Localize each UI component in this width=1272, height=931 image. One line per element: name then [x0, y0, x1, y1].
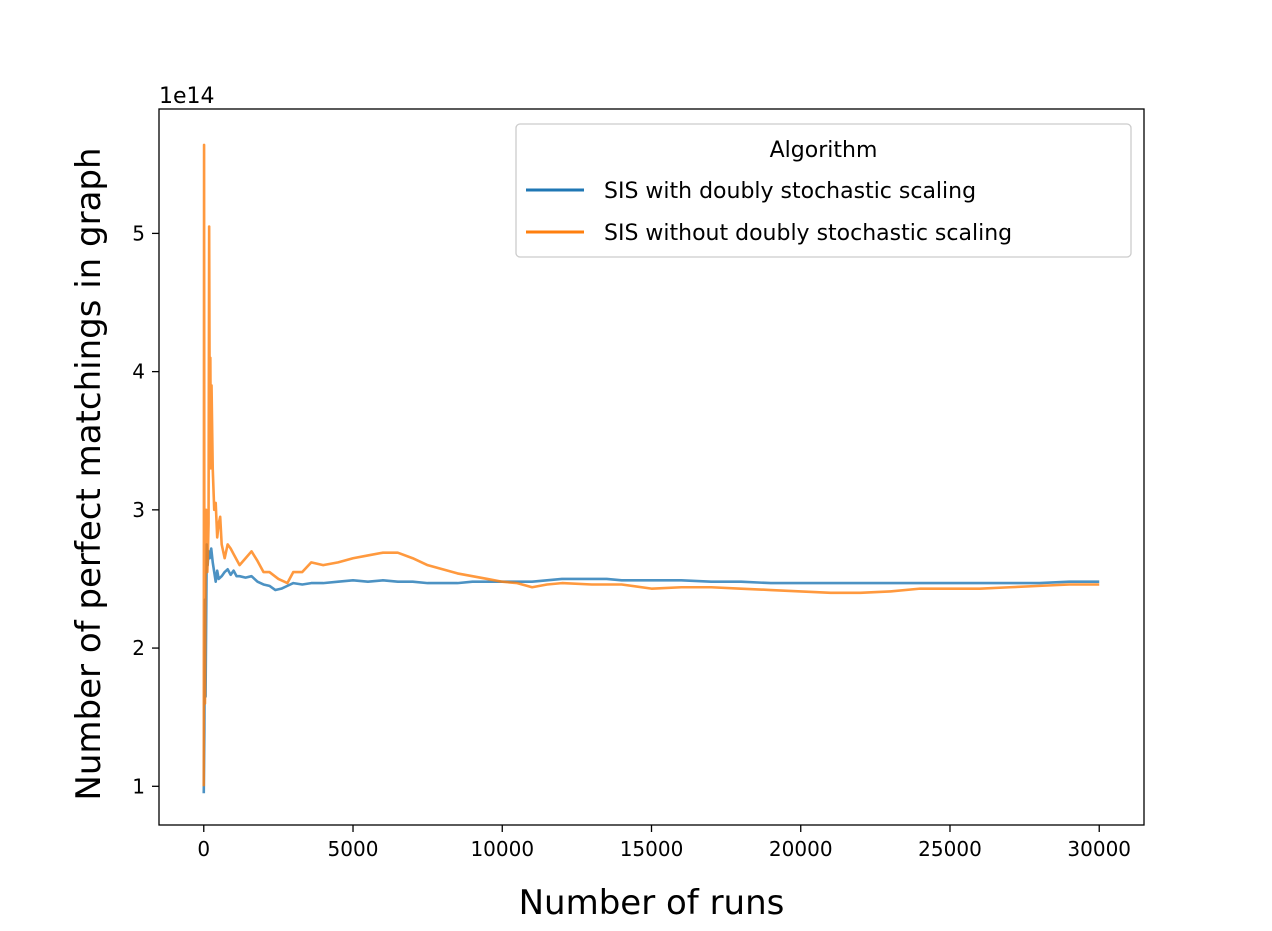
- y-axis-label: Number of perfect matchings in graph: [69, 147, 109, 800]
- y-tick-label: 5: [132, 221, 145, 245]
- x-tick-label: 25000: [918, 837, 982, 861]
- x-tick-label: 30000: [1067, 837, 1131, 861]
- x-tick-label: 5000: [328, 837, 379, 861]
- y-tick-label: 2: [132, 636, 145, 660]
- series-line-2: [202, 143, 1100, 787]
- x-tick-label: 15000: [620, 837, 684, 861]
- x-axis: 0 5000 10000 15000 20000 25000 30000: [197, 825, 1131, 861]
- y-tick-label: 3: [132, 498, 145, 522]
- legend: Algorithm SIS with doubly stochastic sca…: [515, 123, 1132, 258]
- x-tick-label: 0: [197, 837, 210, 861]
- x-tick-label: 10000: [470, 837, 534, 861]
- y-offset-label: 1e14: [159, 84, 215, 109]
- legend-title: Algorithm: [770, 138, 878, 163]
- axes-frame: [158, 108, 1145, 826]
- y-axis: 1 2 3 4 5: [132, 221, 159, 798]
- legend-box: [515, 123, 1132, 258]
- x-axis-label: Number of runs: [519, 883, 785, 923]
- legend-label-2: SIS without doubly stochastic scaling: [604, 221, 1012, 246]
- legend-label-1: SIS with doubly stochastic scaling: [604, 179, 976, 204]
- x-tick-label: 20000: [769, 837, 833, 861]
- plot-area: [202, 143, 1100, 794]
- y-tick-label: 1: [132, 774, 145, 798]
- series-line-1: [202, 543, 1100, 794]
- y-tick-label: 4: [132, 360, 145, 384]
- legend-items: SIS with doubly stochastic scaling SIS wi…: [526, 179, 1012, 246]
